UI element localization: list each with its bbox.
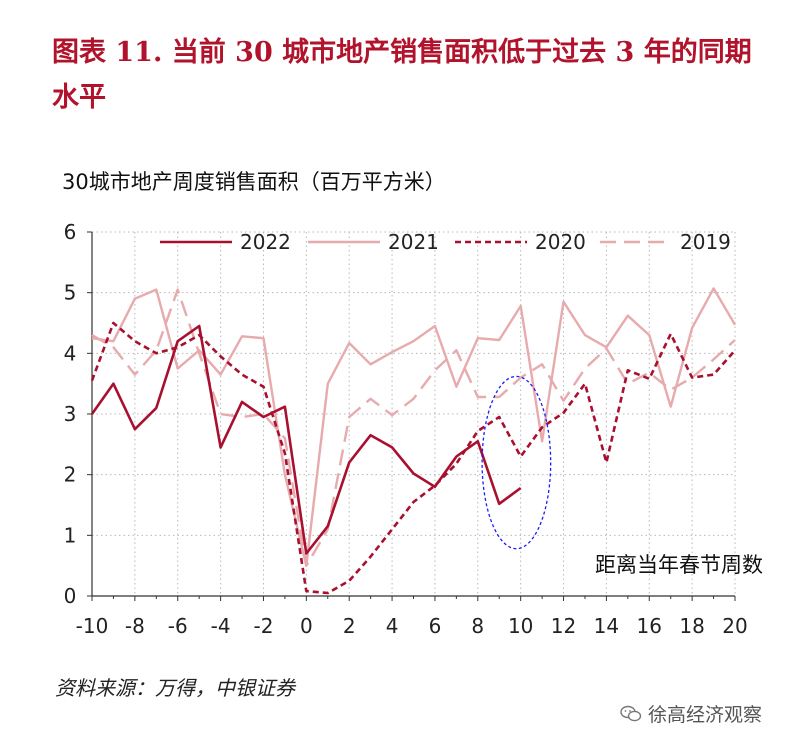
y-tick-label: 5 <box>64 281 77 305</box>
x-tick-label: 12 <box>551 614 576 638</box>
y-tick-label: 0 <box>64 584 77 608</box>
x-tick-label: -8 <box>125 614 145 638</box>
chart-xlabel: 距离当年春节周数 <box>595 553 763 577</box>
x-tick-label: 6 <box>429 614 442 638</box>
y-tick-label: 6 <box>64 220 77 244</box>
source-note: 资料来源：万得，中银证券 <box>55 676 295 700</box>
grid <box>92 231 736 596</box>
legend-label-2021: 2021 <box>388 230 439 254</box>
x-tick-label: 20 <box>722 614 747 638</box>
x-tick-label: 14 <box>594 614 619 638</box>
annotation-ellipse <box>481 375 552 550</box>
x-tick-label: 4 <box>386 614 399 638</box>
annotations <box>481 375 552 550</box>
x-tick-label: -4 <box>211 614 231 638</box>
y-tick-label: 4 <box>64 341 77 365</box>
figure-title: 图表 11. 当前 30 城市地产销售面积低于过去 3 年的同期水平 <box>52 37 752 113</box>
y-tick-label: 1 <box>64 523 77 547</box>
x-tick-label: 2 <box>343 614 356 638</box>
x-tick-label: 18 <box>679 614 704 638</box>
legend-label-2019: 2019 <box>680 230 731 254</box>
series-line-2021 <box>91 287 737 567</box>
x-tick-label: 16 <box>637 614 662 638</box>
series-line-2019 <box>91 288 736 567</box>
x-tick-label: 10 <box>508 614 533 638</box>
chart-ylabel: 30城市地产周度销售面积（百万平方米） <box>62 170 446 194</box>
series-line-2022 <box>90 324 522 555</box>
series-line-2020 <box>90 321 736 595</box>
y-tick-label: 3 <box>64 402 77 426</box>
x-tick-label: 0 <box>300 614 313 638</box>
y-tick-label: 2 <box>64 463 77 487</box>
legend-label-2020: 2020 <box>535 230 586 254</box>
x-tick-label: 8 <box>471 614 484 638</box>
x-tick-label: -10 <box>76 614 109 638</box>
legend-label-2022: 2022 <box>240 230 291 254</box>
series-lines <box>90 287 737 595</box>
legend: 2022 2021 2020 2019 <box>160 230 731 254</box>
watermark-text: 徐高经济观察 <box>647 704 762 726</box>
watermark: 徐高经济观察 <box>620 700 762 727</box>
wechat-icon <box>620 705 642 721</box>
x-tick-label: -6 <box>168 614 188 638</box>
x-tick-label: -2 <box>253 614 273 638</box>
